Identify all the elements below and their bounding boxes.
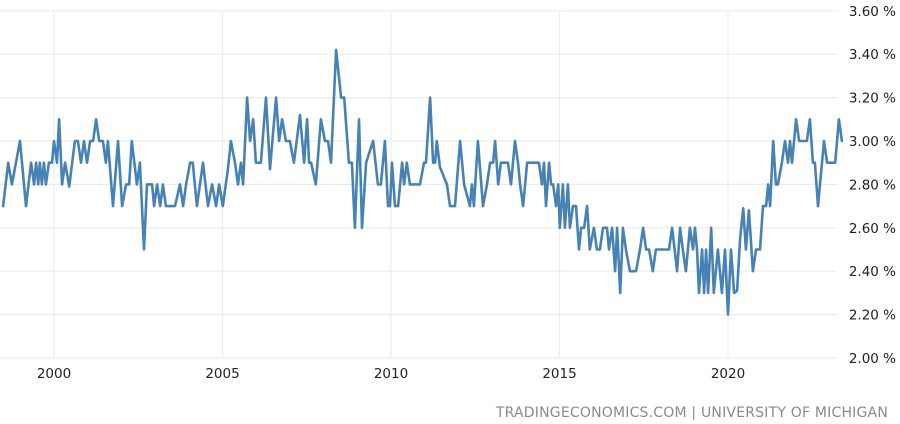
y-tick-label: 3.60 % [849, 4, 896, 20]
y-tick-label: 2.00 % [849, 351, 896, 367]
y-tick-label: 3.40 % [849, 47, 896, 63]
x-tick-label: 2000 [37, 366, 71, 382]
series-line [1, 48, 844, 316]
x-tick-label: 2020 [711, 366, 745, 382]
x-axis-labels: 2000 2005 2010 2015 2020 [37, 366, 745, 382]
y-axis-labels: 2.00 % 2.20 % 2.40 % 2.60 % 2.80 % 3.00 % 3.20… [849, 4, 896, 367]
y-tick-label: 3.00 % [849, 134, 896, 150]
y-tick-label: 2.60 % [849, 221, 896, 237]
x-tick-label: 2015 [542, 366, 576, 382]
y-tick-label: 2.80 % [849, 177, 896, 193]
y-tick-label: 2.20 % [849, 308, 896, 324]
y-tick-label: 2.40 % [849, 264, 896, 280]
x-tick-label: 2010 [374, 366, 408, 382]
source-credit: TRADINGECONOMICS.COM | UNIVERSITY OF MIC… [495, 405, 888, 421]
y-tick-label: 3.20 % [849, 91, 896, 107]
x-tick-label: 2005 [205, 366, 239, 382]
